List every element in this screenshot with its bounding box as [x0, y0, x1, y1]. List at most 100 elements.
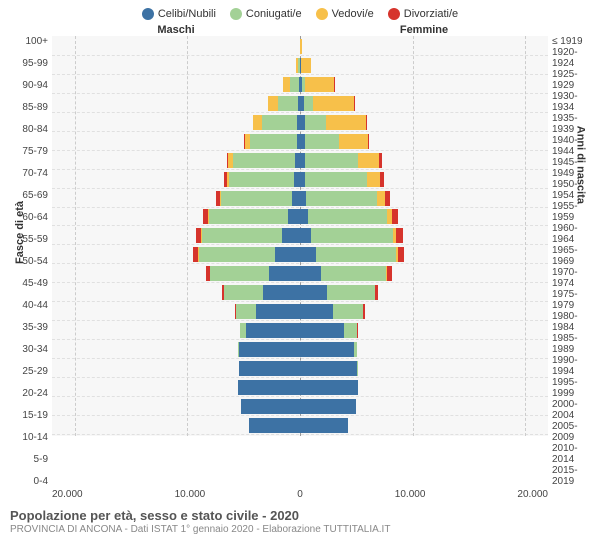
bar-segment [398, 247, 405, 262]
x-tick-label: 10.000 [395, 489, 426, 500]
female-bar [300, 58, 548, 73]
y-axis-right-birth: ≤ 19191920-19241925-19291930-19341935-19… [548, 36, 596, 487]
bar-segment [253, 115, 262, 130]
bar-segment [221, 191, 291, 206]
bar-segment [290, 77, 299, 92]
bar-segment [305, 115, 326, 130]
chart-title: Popolazione per età, sesso e stato civil… [10, 508, 596, 523]
bar-segment [300, 39, 302, 54]
male-header: Maschi [52, 24, 300, 36]
bar-segment [358, 153, 379, 168]
female-bar [300, 209, 548, 224]
bar-row [52, 76, 548, 93]
bar-row [52, 303, 548, 320]
bar-segment [300, 285, 327, 300]
age-group-label: 100+ [4, 36, 48, 47]
bar-segment [229, 172, 294, 187]
age-group-label: 60-64 [4, 212, 48, 223]
age-group-label: 40-44 [4, 300, 48, 311]
female-bar [300, 323, 548, 338]
bar-segment [202, 228, 282, 243]
bar-row [52, 190, 548, 207]
female-bar [300, 228, 548, 243]
bar-row [52, 265, 548, 282]
bar-segment [304, 96, 313, 111]
age-group-label: 15-19 [4, 410, 48, 421]
bar-segment [300, 418, 348, 433]
male-bar [52, 285, 300, 300]
bar-segment [367, 172, 380, 187]
bar-segment [269, 266, 300, 281]
birth-year-label: 1965-1969 [552, 245, 596, 267]
female-bar [300, 153, 548, 168]
x-tick-label: 20.000 [517, 489, 548, 500]
birth-year-label: 1995-1999 [552, 377, 596, 399]
male-bar [52, 153, 300, 168]
age-group-label: 0-4 [4, 476, 48, 487]
age-group-label: 35-39 [4, 322, 48, 333]
female-bar [300, 77, 548, 92]
male-bar [52, 247, 300, 262]
age-group-label: 90-94 [4, 80, 48, 91]
legend-dot-icon [142, 8, 154, 20]
bar-segment [363, 304, 364, 319]
bar-segment [301, 58, 311, 73]
female-bar [300, 96, 548, 111]
birth-year-label: 1985-1989 [552, 333, 596, 355]
bar-row [52, 114, 548, 131]
age-group-label: 50-54 [4, 256, 48, 267]
bar-row [52, 398, 548, 415]
bar-segment [300, 342, 354, 357]
chart-area: Fasce di età Anni di nascita Maschi Femm… [4, 24, 596, 500]
bar-segment [238, 380, 300, 395]
bar-segment [300, 323, 344, 338]
male-bar [52, 323, 300, 338]
legend-item: Divorziati/e [388, 8, 458, 20]
age-group-label: 75-79 [4, 146, 48, 157]
male-bar [52, 58, 300, 73]
gridline-vertical [187, 36, 188, 436]
female-bar [300, 191, 548, 206]
legend-item: Vedovi/e [316, 8, 374, 20]
bar-segment [305, 77, 334, 92]
age-group-label: 25-29 [4, 366, 48, 377]
birth-year-label: 1920-1924 [552, 47, 596, 69]
gridline-vertical [525, 36, 526, 436]
bar-row [52, 284, 548, 301]
female-bar [300, 39, 548, 54]
bar-segment [236, 304, 256, 319]
bar-segment [275, 247, 300, 262]
female-bar [300, 342, 548, 357]
bar-segment [300, 228, 311, 243]
age-group-label: 10-14 [4, 432, 48, 443]
y-axis-left-age: 100+95-9990-9485-8980-8475-7970-7465-696… [4, 36, 52, 487]
bar-segment [209, 209, 288, 224]
bar-segment [306, 191, 376, 206]
bar-row [52, 246, 548, 263]
plot-area [52, 36, 548, 436]
bar-row [52, 341, 548, 358]
male-bar [52, 418, 300, 433]
legend-dot-icon [316, 8, 328, 20]
female-bar [300, 399, 548, 414]
bar-segment [379, 153, 382, 168]
bar-row [52, 322, 548, 339]
bar-segment [380, 172, 384, 187]
chart-footer: Popolazione per età, sesso e stato civil… [4, 508, 596, 535]
male-bar [52, 191, 300, 206]
male-bar [52, 361, 300, 376]
bar-segment [292, 191, 300, 206]
age-group-label: 95-99 [4, 58, 48, 69]
bar-segment [283, 77, 290, 92]
female-bar [300, 134, 548, 149]
male-bar [52, 134, 300, 149]
bar-segment [239, 361, 300, 376]
bar-segment [326, 115, 365, 130]
bar-row [52, 417, 548, 434]
chart-subtitle: PROVINCIA DI ANCONA - Dati ISTAT 1° genn… [10, 524, 596, 535]
birth-year-label: 1975-1979 [552, 289, 596, 311]
bar-segment [392, 209, 398, 224]
bar-segment [263, 285, 300, 300]
age-group-label: 45-49 [4, 278, 48, 289]
birth-year-label: 1930-1934 [552, 91, 596, 113]
